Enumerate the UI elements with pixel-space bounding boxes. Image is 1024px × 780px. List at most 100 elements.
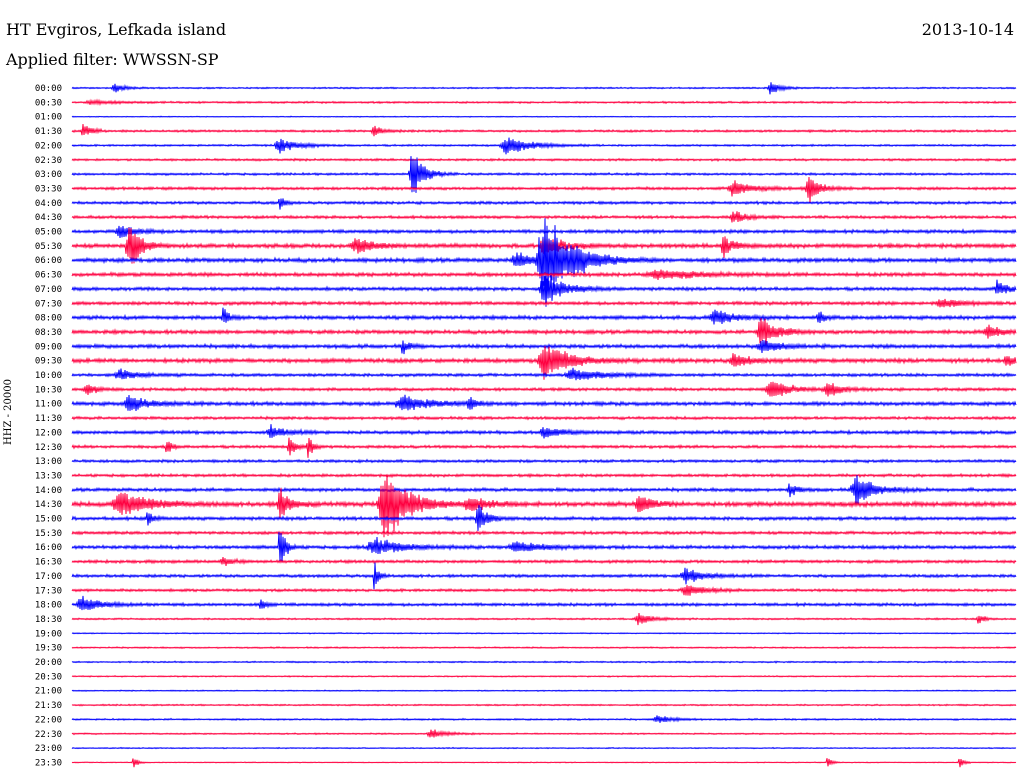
row-time-label: 09:30 xyxy=(35,357,62,367)
seismic-trace-1430 xyxy=(71,475,1017,538)
seismic-trace-1830 xyxy=(71,613,1017,626)
row-time-label: 12:00 xyxy=(35,428,62,438)
row-time-label: 06:30 xyxy=(35,271,62,281)
seismic-trace-1630 xyxy=(71,557,1017,566)
seismic-trace-1600 xyxy=(71,532,1017,563)
row-time-label: 17:30 xyxy=(35,586,62,596)
seismic-trace-2230 xyxy=(71,729,1017,738)
row-time-label: 00:00 xyxy=(35,84,62,94)
row-time-label: 11:30 xyxy=(35,414,62,424)
seismic-trace-2030 xyxy=(71,674,1017,678)
row-time-label: 02:30 xyxy=(35,156,62,166)
seismic-trace-1700 xyxy=(71,562,1017,590)
row-time-label: 17:00 xyxy=(35,572,62,582)
seismic-trace-1000 xyxy=(71,367,1017,381)
seismic-trace-1400 xyxy=(71,475,1017,506)
seismic-trace-2100 xyxy=(71,689,1017,693)
row-time-label: 01:30 xyxy=(35,127,62,137)
seismic-trace-0300 xyxy=(71,156,1017,193)
seismic-trace-0200 xyxy=(71,137,1017,155)
row-time-label: 08:30 xyxy=(35,328,62,338)
seismic-trace-0230 xyxy=(71,157,1017,162)
row-time-label: 05:30 xyxy=(35,242,62,252)
seismic-trace-2000 xyxy=(71,660,1017,664)
row-time-label: 06:00 xyxy=(35,256,62,266)
seismic-trace-0630 xyxy=(71,269,1017,280)
seismic-trace-0030 xyxy=(71,98,1017,106)
row-time-label: 10:00 xyxy=(35,371,62,381)
row-time-label: 05:00 xyxy=(35,228,62,238)
seismic-trace-0330 xyxy=(71,176,1017,203)
seismic-trace-1300 xyxy=(71,458,1017,464)
row-time-label: 15:30 xyxy=(35,529,62,539)
seismic-trace-0730 xyxy=(71,298,1017,308)
row-time-label: 12:30 xyxy=(35,443,62,453)
row-time-label: 04:30 xyxy=(35,213,62,223)
seismic-trace-1230 xyxy=(71,437,1017,458)
seismic-trace-0100 xyxy=(71,115,1017,118)
station-title: HT Evgiros, Lefkada island xyxy=(6,20,227,39)
seismic-trace-0900 xyxy=(71,340,1017,355)
row-time-label: 03:30 xyxy=(35,184,62,194)
seismic-trace-0400 xyxy=(71,198,1017,210)
seismic-trace-0830 xyxy=(71,318,1017,345)
row-time-label: 02:00 xyxy=(35,141,62,151)
row-time-label: 14:30 xyxy=(35,500,62,510)
row-time-label: 23:30 xyxy=(35,758,62,768)
seismic-trace-2300 xyxy=(71,746,1017,750)
row-time-label: 11:00 xyxy=(35,400,62,410)
row-time-label: 15:00 xyxy=(35,515,62,525)
record-date: 2013-10-14 xyxy=(921,20,1014,39)
row-time-label: 07:00 xyxy=(35,285,62,295)
seismic-trace-2330 xyxy=(71,758,1017,768)
row-time-label: 21:00 xyxy=(35,687,62,697)
seismic-trace-1930 xyxy=(71,646,1017,650)
row-time-label: 19:00 xyxy=(35,629,62,639)
seismic-trace-1330 xyxy=(71,472,1017,479)
seismic-trace-1530 xyxy=(71,530,1017,536)
row-time-label: 13:30 xyxy=(35,471,62,481)
row-time-label: 21:30 xyxy=(35,701,62,711)
row-time-label: 00:30 xyxy=(35,98,62,108)
seismic-trace-1100 xyxy=(71,394,1017,411)
row-time-label: 23:00 xyxy=(35,744,62,754)
seismic-trace-1130 xyxy=(71,415,1017,421)
row-time-label: 13:00 xyxy=(35,457,62,467)
row-time-label: 03:00 xyxy=(35,170,62,180)
row-time-label: 07:30 xyxy=(35,299,62,309)
seismic-trace-2130 xyxy=(71,703,1017,707)
seismic-trace-2200 xyxy=(71,715,1017,723)
seismic-trace-1900 xyxy=(71,631,1017,635)
filter-label: Applied filter: WWSSN-SP xyxy=(6,50,219,69)
seismic-trace-0700 xyxy=(71,274,1017,307)
row-time-label: 18:00 xyxy=(35,601,62,611)
row-time-label: 18:30 xyxy=(35,615,62,625)
row-time-label: 10:30 xyxy=(35,385,62,395)
row-time-label: 22:00 xyxy=(35,715,62,725)
row-time-label: 08:00 xyxy=(35,314,62,324)
seismic-trace-0130 xyxy=(71,123,1017,137)
seismic-trace-0500 xyxy=(71,225,1017,239)
row-time-label: 16:00 xyxy=(35,543,62,553)
row-time-label: 14:00 xyxy=(35,486,62,496)
seismic-trace-1030 xyxy=(71,381,1017,397)
row-time-label: 04:00 xyxy=(35,199,62,209)
row-time-label: 20:30 xyxy=(35,672,62,682)
seismic-trace-0600 xyxy=(71,218,1017,295)
row-time-label: 16:30 xyxy=(35,558,62,568)
row-time-label: 22:30 xyxy=(35,730,62,740)
row-time-label: 19:30 xyxy=(35,644,62,654)
row-time-label: 01:00 xyxy=(35,113,62,123)
row-time-label: 09:00 xyxy=(35,342,62,352)
seismic-trace-0800 xyxy=(71,307,1017,325)
seismic-trace-1500 xyxy=(71,505,1017,531)
seismic-trace-0930 xyxy=(71,346,1017,380)
seismic-trace-1800 xyxy=(71,595,1017,611)
seismic-trace-1200 xyxy=(71,424,1017,439)
row-time-label: 20:00 xyxy=(35,658,62,668)
seismic-trace-0430 xyxy=(71,211,1017,223)
seismic-trace-1730 xyxy=(71,585,1017,596)
seismic-trace-0000 xyxy=(71,82,1017,95)
